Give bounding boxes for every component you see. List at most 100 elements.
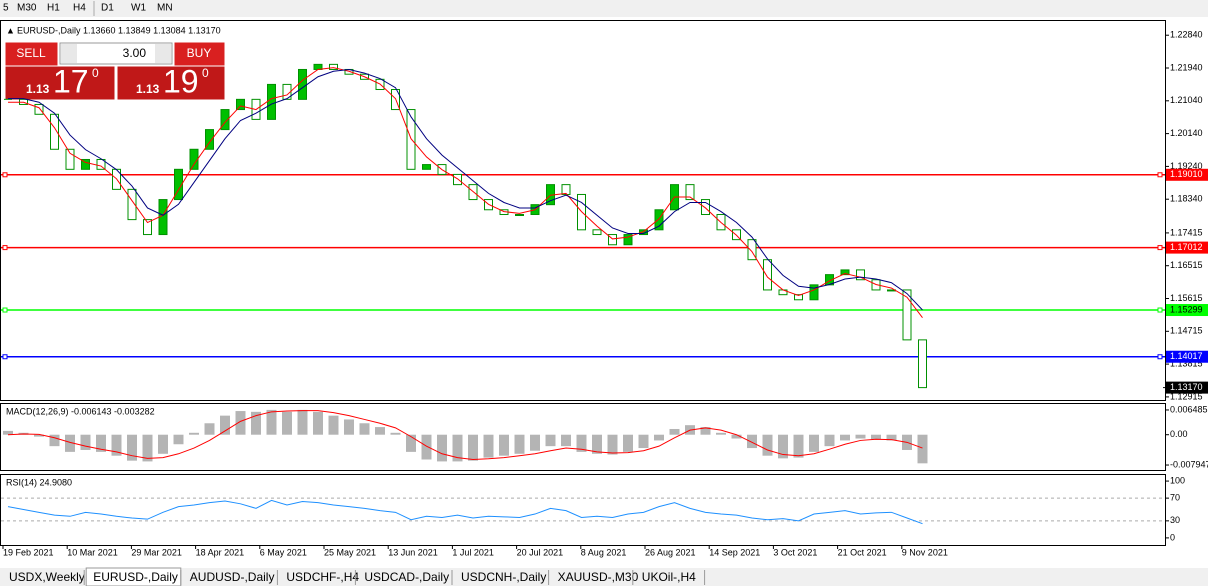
macd-bar <box>220 415 230 435</box>
buy-price-sup: 0 <box>202 66 209 80</box>
timeframe-button[interactable]: H4 <box>73 3 86 14</box>
candle <box>794 294 803 301</box>
sell-label[interactable]: SELL <box>16 46 46 60</box>
level-label: 1.15299 <box>1170 304 1203 314</box>
macd-bar <box>654 434 664 441</box>
macd-bar <box>514 434 525 454</box>
buy-label[interactable]: BUY <box>187 46 212 60</box>
tab[interactable]: AUDUSD-,Daily <box>190 570 275 584</box>
y-tick-label: 1.22840 <box>1170 30 1203 40</box>
x-tick-label: 25 May 2021 <box>324 547 376 557</box>
macd-bar <box>96 434 106 452</box>
y-tick-label: 1.15615 <box>1170 293 1203 303</box>
x-tick-label: 6 May 2021 <box>260 547 307 557</box>
lot-field[interactable] <box>59 42 173 65</box>
rsi-tick-label: 70 <box>1170 493 1180 503</box>
macd-bar <box>530 434 540 451</box>
macd-bar <box>840 434 850 441</box>
lot-up[interactable] <box>155 44 171 63</box>
candle <box>608 234 617 246</box>
macd-bar <box>189 432 199 435</box>
y-tick-label: 1.18340 <box>1170 194 1203 204</box>
sell-price-box[interactable] <box>4 65 116 101</box>
x-tick-label: 20 Jul 2021 <box>517 547 564 557</box>
y-tick-label: 1.19240 <box>1170 161 1203 171</box>
x-tick-label: 9 Nov 2021 <box>902 547 948 557</box>
x-tick-label: 10 Mar 2021 <box>67 547 118 557</box>
macd-bar <box>700 427 711 435</box>
macd-bar <box>809 434 819 452</box>
current-label: 1.13170 <box>1170 382 1203 392</box>
macd-signal <box>7 410 923 461</box>
x-tick-label: 29 Mar 2021 <box>131 547 182 557</box>
candle <box>623 234 633 246</box>
tab[interactable]: USDCAD-,Daily <box>364 570 449 584</box>
macd-bar <box>313 411 323 435</box>
macd-bar <box>421 434 432 460</box>
candle <box>65 148 75 170</box>
timeframe-button[interactable]: 5 <box>3 3 9 14</box>
y-tick-label: 1.13815 <box>1170 358 1203 368</box>
macd-bar <box>623 434 633 452</box>
macd-bar <box>266 409 277 435</box>
tab[interactable]: XAUUSD-,M30 <box>558 570 639 584</box>
macd-bar <box>173 434 184 445</box>
timeframe-button[interactable]: MN <box>157 3 173 14</box>
timeframe-button[interactable]: W1 <box>131 3 146 14</box>
macd-bar <box>483 434 494 458</box>
lot-value[interactable]: 3.00 <box>123 46 147 60</box>
candle <box>856 269 865 281</box>
buy-price-box[interactable] <box>116 65 226 101</box>
trade-panel: SELL 3.00 BUY 1.13 17 0 1.13 19 0 <box>4 41 226 101</box>
candle <box>654 209 664 231</box>
macd-bar <box>142 434 153 462</box>
sell-price-big: 1.13 <box>26 82 50 96</box>
candle <box>561 184 571 195</box>
timeframe-button[interactable]: D1 <box>101 3 114 14</box>
buy-price-big: 1.13 <box>136 82 160 96</box>
macd-bar <box>437 434 447 462</box>
candle <box>422 164 431 170</box>
macd-bar <box>917 434 928 464</box>
lot-down[interactable] <box>61 44 77 63</box>
x-tick-label: 13 Jun 2021 <box>388 547 438 557</box>
tab[interactable]: EURUSD-,Daily <box>93 570 178 584</box>
candle <box>143 219 152 236</box>
macd-bar <box>607 434 618 455</box>
timeframe-button[interactable]: M30 <box>17 3 37 14</box>
x-tick-label: 14 Sep 2021 <box>709 547 760 557</box>
candle <box>515 214 524 217</box>
toolbar <box>0 0 1208 17</box>
tab[interactable]: UKOil-,H4 <box>642 570 696 584</box>
macd-bar <box>561 434 571 447</box>
macd-bar <box>359 423 370 435</box>
tab[interactable]: USDCNH-,Daily <box>461 570 546 584</box>
x-tick-label: 26 Aug 2021 <box>645 547 696 557</box>
candle <box>840 269 850 276</box>
macd-bar <box>390 432 401 435</box>
candle <box>220 109 230 131</box>
level-handle <box>2 307 8 313</box>
candle <box>685 184 695 201</box>
candle <box>236 98 245 111</box>
tab[interactable]: USDCHF-,H4 <box>286 570 359 584</box>
candle <box>592 229 602 236</box>
macd-bar <box>592 434 602 454</box>
macd-bar <box>824 434 835 447</box>
candle <box>50 113 59 150</box>
macd-bar <box>282 411 292 435</box>
macd-bar <box>499 434 509 456</box>
macd-title: MACD(12,26,9) -0.006143 -0.003282 <box>6 406 155 416</box>
y-tick-label: 1.21940 <box>1170 62 1203 72</box>
tab[interactable]: USDX,Weekly <box>9 570 85 584</box>
macd-bar <box>778 434 788 459</box>
y-tick-label: 1.14715 <box>1170 326 1203 336</box>
candle <box>81 158 90 170</box>
timeframe-button[interactable]: H1 <box>47 3 60 14</box>
y-tick-label: 1.20140 <box>1170 128 1203 138</box>
level-label: 1.19010 <box>1170 169 1203 179</box>
candle <box>902 289 912 341</box>
x-tick-label: 8 Aug 2021 <box>581 547 627 557</box>
macd-bar <box>716 432 726 435</box>
